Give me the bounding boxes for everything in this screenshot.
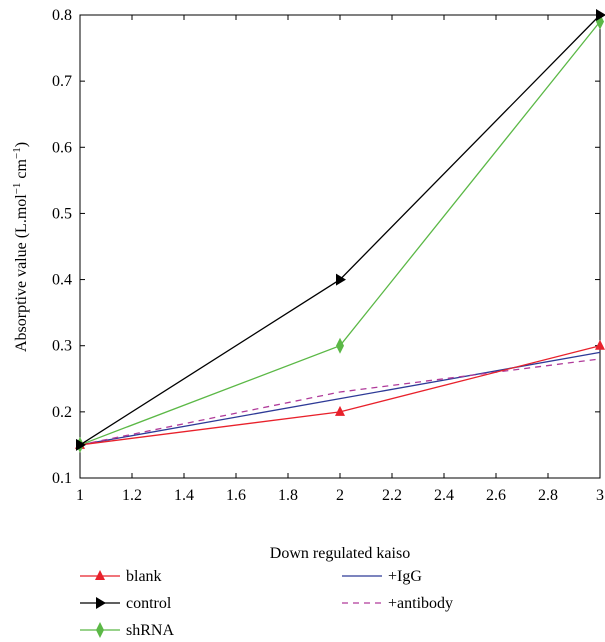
y-axis: 0.1 0.2 0.3 0.4 0.5 0.6 0.7 0.8 bbox=[52, 7, 600, 487]
y-axis-label-end: ) bbox=[13, 142, 30, 147]
x-axis: 1 1.2 1.4 1.6 1.8 2 2.2 2.4 2.6 2.8 3 bbox=[76, 15, 604, 504]
y-tick-label: 0.4 bbox=[52, 272, 72, 289]
data-point-control bbox=[76, 438, 86, 451]
x-tick-label: 2 bbox=[336, 487, 344, 504]
y-axis-label-sup1: −1 bbox=[11, 183, 23, 195]
series-control bbox=[76, 9, 605, 451]
legend-label-shrna: shRNA bbox=[126, 622, 174, 639]
series-line-shrna bbox=[79, 21, 601, 446]
legend-marker-shrna bbox=[96, 622, 104, 638]
series-antibody bbox=[79, 358, 601, 446]
x-tick-label: 1.8 bbox=[278, 487, 298, 504]
legend-marker-control bbox=[96, 597, 106, 609]
legend-item-igg: +IgG bbox=[342, 568, 422, 585]
y-axis-label: Absorptive value (L.mol−1 cm−1) bbox=[11, 142, 30, 352]
legend-marker-blank bbox=[95, 570, 105, 580]
series-line-antibody bbox=[79, 358, 601, 446]
x-tick-label: 2.2 bbox=[382, 487, 402, 504]
x-tick-label: 3 bbox=[596, 487, 604, 504]
series-blank bbox=[75, 339, 605, 449]
data-point-blank bbox=[335, 405, 345, 416]
legend: blank control shRNA +IgG +antibody bbox=[80, 568, 453, 639]
x-tick-label: 2.8 bbox=[538, 487, 558, 504]
series-line-control bbox=[79, 14, 601, 446]
series-layer bbox=[75, 9, 605, 453]
legend-label-blank: blank bbox=[126, 568, 162, 585]
x-tick-label: 1 bbox=[76, 487, 84, 504]
series-shrna bbox=[76, 13, 604, 453]
y-tick-label: 0.8 bbox=[52, 7, 72, 24]
data-point-shrna bbox=[336, 337, 344, 354]
y-axis-label-mid: cm bbox=[13, 158, 30, 182]
y-tick-label: 0.6 bbox=[52, 139, 72, 156]
x-axis-label: Down regulated kaiso bbox=[270, 545, 410, 562]
y-axis-label-sup2: −1 bbox=[11, 147, 23, 159]
y-axis-label-main: Absorptive value (L.mol bbox=[13, 194, 30, 352]
y-tick-label: 0.5 bbox=[52, 205, 72, 222]
data-point-blank bbox=[595, 339, 605, 350]
y-tick-label: 0.2 bbox=[52, 404, 72, 421]
y-tick-label: 0.3 bbox=[52, 338, 72, 355]
data-point-control bbox=[336, 273, 346, 286]
y-tick-label: 0.1 bbox=[52, 470, 72, 487]
legend-item-control: control bbox=[80, 595, 172, 612]
legend-label-igg: +IgG bbox=[388, 568, 422, 585]
x-tick-label: 2.4 bbox=[434, 487, 454, 504]
legend-item-shrna: shRNA bbox=[80, 622, 174, 639]
y-tick-label: 0.7 bbox=[52, 73, 72, 90]
x-tick-label: 2.6 bbox=[486, 487, 506, 504]
x-tick-label: 1.4 bbox=[174, 487, 194, 504]
x-tick-label: 1.6 bbox=[226, 487, 246, 504]
legend-label-antibody: +antibody bbox=[388, 595, 453, 612]
x-tick-label: 1.2 bbox=[122, 487, 142, 504]
data-point-control bbox=[596, 9, 605, 21]
legend-item-antibody: +antibody bbox=[342, 595, 453, 612]
legend-label-control: control bbox=[126, 595, 172, 612]
legend-item-blank: blank bbox=[80, 568, 162, 585]
